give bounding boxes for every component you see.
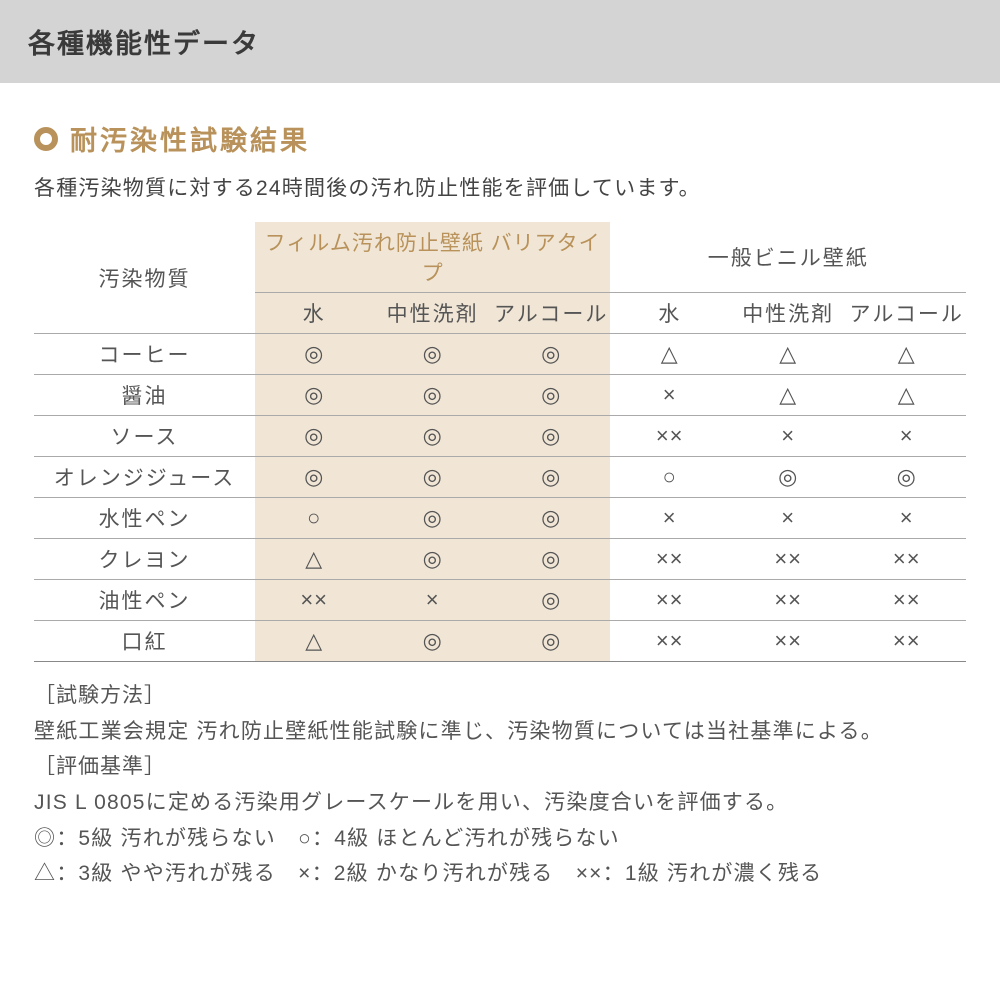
cell: ×× — [610, 416, 729, 457]
table-body: コーヒー◎◎◎△△△醤油◎◎◎×△△ソース◎◎◎××××オレンジジュース◎◎◎○… — [34, 334, 966, 662]
cell: ×× — [729, 621, 848, 662]
cell: ◎ — [373, 457, 492, 498]
cell: ×× — [847, 580, 966, 621]
cell: ×× — [729, 539, 848, 580]
table-row: クレヨン△◎◎×××××× — [34, 539, 966, 580]
legend-line-2: △：3級 やや汚れが残る ×：2級 かなり汚れが残る ××：1級 汚れが濃く残る — [34, 856, 966, 892]
cell: ◎ — [373, 375, 492, 416]
header-band: 各種機能性データ — [0, 0, 1000, 83]
section-subtitle: 耐汚染性試験結果 — [70, 119, 310, 158]
cell: ◎ — [492, 416, 611, 457]
criteria-text: JIS L 0805に定める汚染用グレースケールを用い、汚染度合いを評価する。 — [34, 785, 966, 821]
cell: × — [847, 416, 966, 457]
cell: × — [729, 416, 848, 457]
subhead-0: 水 — [255, 293, 374, 334]
cell: ○ — [610, 457, 729, 498]
cell: ◎ — [492, 457, 611, 498]
cell: ×× — [255, 580, 374, 621]
cell: △ — [610, 334, 729, 375]
cell: ◎ — [492, 621, 611, 662]
cell: ×× — [729, 580, 848, 621]
cell: ◎ — [255, 416, 374, 457]
cell: ×× — [610, 621, 729, 662]
table-row: 口紅△◎◎×××××× — [34, 621, 966, 662]
cell: △ — [847, 375, 966, 416]
row-label: ソース — [34, 416, 255, 457]
cell: × — [373, 580, 492, 621]
cell: ◎ — [255, 375, 374, 416]
group-header-vinyl: 一般ビニル壁紙 — [610, 222, 966, 293]
table-row: ソース◎◎◎×××× — [34, 416, 966, 457]
method-text: 壁紙工業会規定 汚れ防止壁紙性能試験に準じ、汚染物質については当社基準による。 — [34, 714, 966, 750]
cell: ◎ — [847, 457, 966, 498]
cell: ◎ — [729, 457, 848, 498]
cell: ◎ — [373, 539, 492, 580]
cell: ◎ — [373, 621, 492, 662]
table-row: オレンジジュース◎◎◎○◎◎ — [34, 457, 966, 498]
content: 耐汚染性試験結果 各種汚染物質に対する24時間後の汚れ防止性能を評価しています。… — [0, 83, 1000, 892]
subhead-2: アルコール — [492, 293, 611, 334]
cell: ◎ — [492, 334, 611, 375]
table-row: コーヒー◎◎◎△△△ — [34, 334, 966, 375]
cell: ○ — [255, 498, 374, 539]
method-label: ［試験方法］ — [34, 678, 966, 714]
cell: ◎ — [255, 457, 374, 498]
bullet-ring-icon — [34, 127, 58, 151]
subtitle-row: 耐汚染性試験結果 — [34, 119, 966, 158]
subhead-4: 中性洗剤 — [729, 293, 848, 334]
cell: ×× — [610, 580, 729, 621]
stain-table: 汚染物質 フィルム汚れ防止壁紙 バリアタイプ 一般ビニル壁紙 水 中性洗剤 アル… — [34, 222, 966, 662]
row-header-label: 汚染物質 — [34, 222, 255, 334]
row-label: 醤油 — [34, 375, 255, 416]
page-title: 各種機能性データ — [28, 29, 260, 59]
lead-text: 各種汚染物質に対する24時間後の汚れ防止性能を評価しています。 — [34, 172, 966, 202]
notes: ［試験方法］ 壁紙工業会規定 汚れ防止壁紙性能試験に準じ、汚染物質については当社… — [34, 678, 966, 892]
cell: △ — [847, 334, 966, 375]
cell: ×× — [847, 621, 966, 662]
table-row: 水性ペン○◎◎××× — [34, 498, 966, 539]
cell: ◎ — [492, 580, 611, 621]
cell: × — [729, 498, 848, 539]
criteria-label: ［評価基準］ — [34, 749, 966, 785]
table-row: 油性ペン×××◎×××××× — [34, 580, 966, 621]
row-label: 口紅 — [34, 621, 255, 662]
group-header-row: 汚染物質 フィルム汚れ防止壁紙 バリアタイプ 一般ビニル壁紙 — [34, 222, 966, 293]
cell: △ — [729, 375, 848, 416]
cell: ×× — [610, 539, 729, 580]
cell: ◎ — [492, 539, 611, 580]
subhead-3: 水 — [610, 293, 729, 334]
row-label: 油性ペン — [34, 580, 255, 621]
group-header-film: フィルム汚れ防止壁紙 バリアタイプ — [255, 222, 611, 293]
subhead-1: 中性洗剤 — [373, 293, 492, 334]
cell: ×× — [847, 539, 966, 580]
row-label: オレンジジュース — [34, 457, 255, 498]
subhead-5: アルコール — [847, 293, 966, 334]
legend-line-1: ◎：5級 汚れが残らない ○：4級 ほとんど汚れが残らない — [34, 821, 966, 857]
cell: ◎ — [492, 375, 611, 416]
cell: △ — [729, 334, 848, 375]
cell: × — [610, 375, 729, 416]
cell: ◎ — [373, 416, 492, 457]
cell: × — [847, 498, 966, 539]
row-label: コーヒー — [34, 334, 255, 375]
row-label: 水性ペン — [34, 498, 255, 539]
table-row: 醤油◎◎◎×△△ — [34, 375, 966, 416]
cell: ◎ — [255, 334, 374, 375]
cell: △ — [255, 621, 374, 662]
row-label: クレヨン — [34, 539, 255, 580]
cell: ◎ — [373, 498, 492, 539]
cell: ◎ — [373, 334, 492, 375]
cell: × — [610, 498, 729, 539]
cell: △ — [255, 539, 374, 580]
cell: ◎ — [492, 498, 611, 539]
